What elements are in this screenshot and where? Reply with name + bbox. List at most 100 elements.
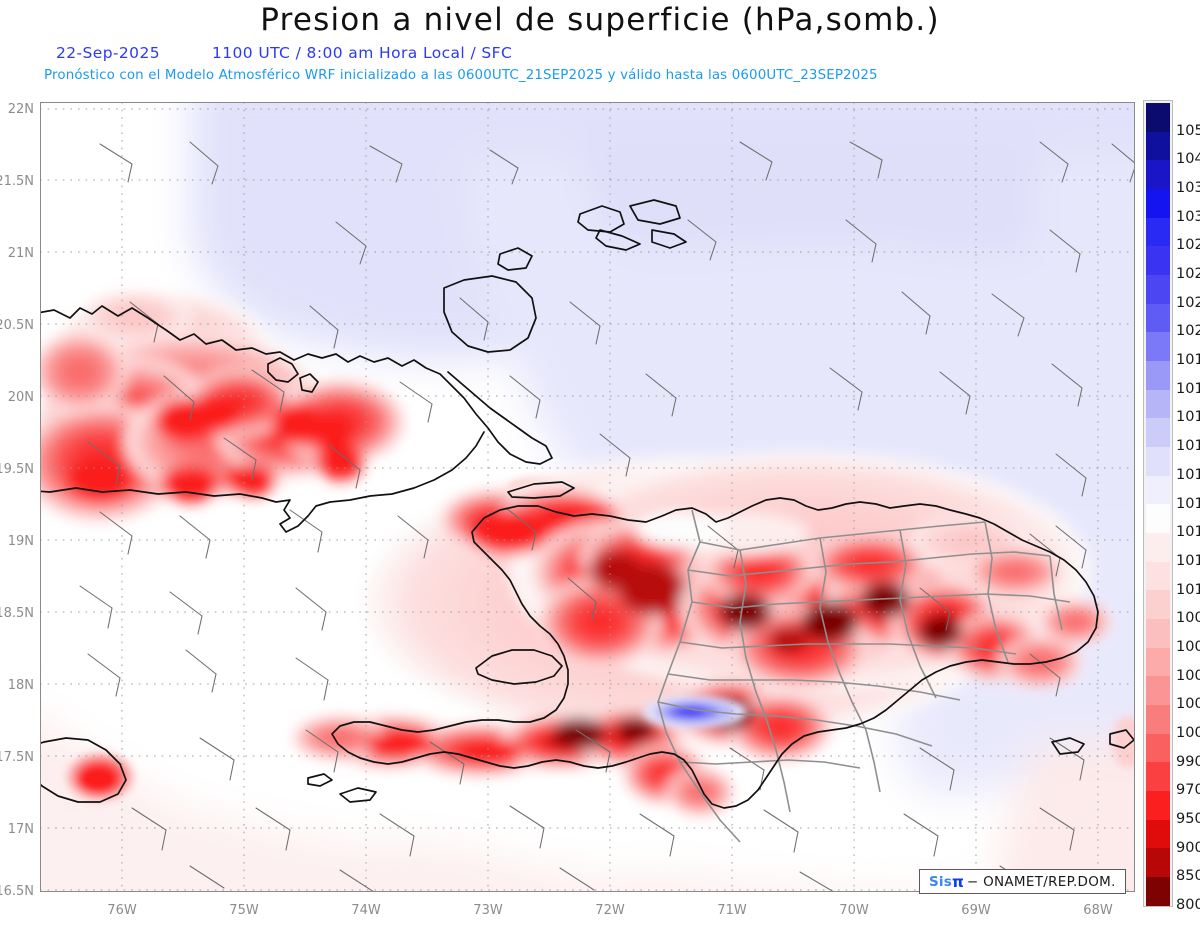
colorbar-band [1146, 246, 1170, 276]
y-tick-3: 20.5N [0, 318, 34, 333]
colorbar-band [1146, 389, 1170, 419]
coastline-tortuga [507, 481, 575, 499]
mona-island-shading [1112, 716, 1135, 768]
x-tick-5: 71W [717, 903, 747, 918]
colorbar-band [1146, 762, 1170, 792]
colorbar-band [1146, 590, 1170, 620]
agency-logo: Sis π − ONAMET/REP.DOM. [919, 869, 1126, 894]
colorbar-tick-label: 1014 [1176, 495, 1200, 512]
province-borders [657, 509, 1071, 843]
colorbar-band [1146, 819, 1170, 849]
y-tick-8: 18N [7, 678, 34, 693]
x-tick-3: 73W [473, 903, 503, 918]
colorbar-tick-label: 1006 [1176, 638, 1200, 655]
map-gridlines [40, 102, 1135, 892]
colorbar-tick-label: 1000 [1176, 724, 1200, 741]
colorbar-tick-label: 1015 [1176, 466, 1200, 483]
colorbar-tick-label: 1008 [1176, 610, 1200, 627]
colorbar-band [1146, 733, 1170, 763]
run-info-line: 22-Sep-2025 1100 UTC / 8:00 am Hora Local… [56, 44, 512, 62]
colorbar-tick-label: 990 [1176, 753, 1200, 770]
coastline-great-inagua [443, 275, 537, 353]
logo-agency-text: − ONAMET/REP.DOM. [966, 873, 1116, 890]
y-tick-5: 19.5N [0, 462, 34, 477]
y-tick-1: 21.5N [0, 174, 34, 189]
colorbar[interactable] [1143, 100, 1173, 907]
colorbar-tick-label: 1022 [1176, 294, 1200, 311]
y-tick-2: 21N [7, 246, 34, 261]
colorbar-tick-label: 1016 [1176, 438, 1200, 455]
colorbar-tick-label: 1030 [1176, 208, 1200, 225]
colorbar-band [1146, 705, 1170, 734]
x-tick-7: 69W [961, 903, 991, 918]
y-tick-7: 18.5N [0, 606, 34, 621]
colorbar-tick-label: 970 [1176, 782, 1200, 799]
colorbar-tick-label: 1010 [1176, 581, 1200, 598]
colorbar-band [1146, 447, 1170, 476]
colorbar-band [1146, 160, 1170, 190]
y-tick-4: 20N [7, 390, 34, 405]
colorbar-band [1146, 561, 1170, 591]
colorbar-band [1146, 217, 1170, 247]
colorbar-tick-label: 900 [1176, 839, 1200, 856]
colorbar-band [1146, 475, 1170, 505]
forecast-time: 1100 UTC / 8:00 am Hora Local / SFC [211, 44, 513, 62]
x-tick-0: 76W [107, 903, 137, 918]
forecast-date: 22-Sep-2025 [56, 44, 160, 62]
colorbar-band [1146, 504, 1170, 534]
colorbar-band [1146, 619, 1170, 648]
colorbar-band [1146, 848, 1170, 878]
colorbar-band [1146, 533, 1170, 562]
coastlines [40, 199, 1135, 809]
colorbar-band [1146, 418, 1170, 448]
colorbar-band [1146, 361, 1170, 390]
y-tick-9: 17.5N [0, 750, 34, 765]
y-tick-10: 17N [7, 822, 34, 837]
colorbar-tick-label: 1019 [1176, 352, 1200, 369]
colorbar-band [1146, 131, 1170, 161]
colorbar-tick-label: 1025 [1176, 266, 1200, 283]
colorbar-tick-label: 1017 [1176, 409, 1200, 426]
colorbar-tick-label: 800 [1176, 897, 1200, 913]
map-canvas[interactable] [40, 102, 1135, 892]
colorbar-band [1146, 103, 1170, 132]
pi-icon: π [952, 872, 964, 891]
colorbar-band [1146, 877, 1170, 906]
colorbar-band [1146, 189, 1170, 218]
colorbar-tick-label: 1013 [1176, 524, 1200, 541]
x-tick-4: 72W [595, 903, 625, 918]
x-tick-2: 74W [351, 903, 381, 918]
colorbar-band [1146, 275, 1170, 304]
x-tick-8: 68W [1083, 903, 1113, 918]
southwest-island-shading [64, 751, 136, 803]
lago-enriquillo-shading [643, 695, 747, 729]
caribbean-pressure-field [40, 720, 1135, 892]
colorbar-tick-label: 850 [1176, 868, 1200, 885]
x-tick-1: 75W [229, 903, 259, 918]
model-note: Pronóstico con el Modelo Atmosférico WRF… [44, 68, 878, 83]
colorbar-tick-label: 950 [1176, 810, 1200, 827]
colorbar-tick-label: 1020 [1176, 323, 1200, 340]
cuba-pressure-shading [40, 291, 405, 522]
colorbar-band [1146, 332, 1170, 362]
colorbar-band [1146, 676, 1170, 706]
coastline-cuba [40, 305, 553, 465]
logo-brand-text: Sis [929, 873, 952, 890]
y-tick-0: 22N [7, 102, 34, 117]
colorbar-tick-label: 1035 [1176, 180, 1200, 197]
coastline-southwest-island [40, 737, 127, 803]
colorbar-band [1146, 647, 1170, 677]
colorbar-tick-label: 1012 [1176, 552, 1200, 569]
colorbar-tick-label: 1050 [1176, 122, 1200, 139]
coastline-gonave [475, 649, 563, 685]
colorbar-tick-label: 1018 [1176, 380, 1200, 397]
coastline-hispaniola [331, 497, 1099, 809]
colorbar-tick-label: 1004 [1176, 667, 1200, 684]
header: Presion a nivel de superficie (hPa,somb.… [0, 0, 1200, 92]
colorbar-band [1146, 303, 1170, 333]
y-tick-11: 16.5N [0, 884, 34, 899]
colorbar-tick-label: 1002 [1176, 696, 1200, 713]
x-tick-6: 70W [839, 903, 869, 918]
colorbar-band [1146, 791, 1170, 820]
map-layers [40, 102, 1135, 892]
